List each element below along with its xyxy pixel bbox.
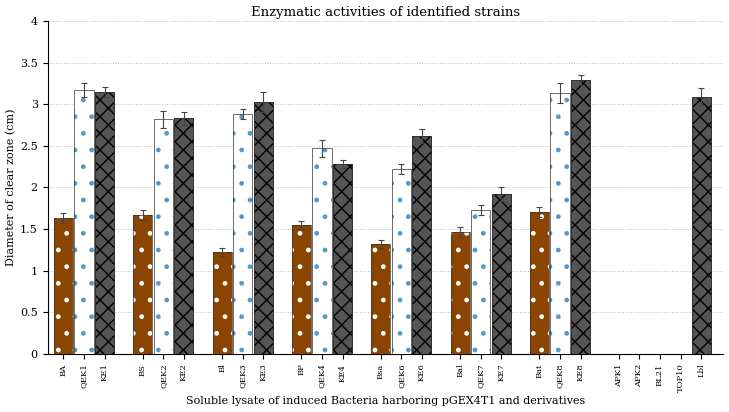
Bar <box>692 97 711 354</box>
Bar <box>213 252 232 354</box>
Bar <box>451 232 469 354</box>
Bar <box>530 213 549 354</box>
Bar <box>54 218 73 354</box>
Bar <box>233 114 252 354</box>
Y-axis label: Diameter of clear zone (cm): Diameter of clear zone (cm) <box>6 109 16 266</box>
Bar <box>233 114 252 354</box>
Bar <box>492 194 511 354</box>
Bar <box>333 164 352 354</box>
Bar <box>571 80 590 354</box>
Bar <box>550 94 569 354</box>
Bar <box>213 252 232 354</box>
Bar <box>174 118 193 354</box>
Bar <box>371 244 390 354</box>
Bar <box>692 97 711 354</box>
Title: Enzymatic activities of identified strains: Enzymatic activities of identified strai… <box>251 5 520 19</box>
Bar <box>451 232 469 354</box>
Bar <box>133 215 152 354</box>
Bar <box>174 118 193 354</box>
Bar <box>413 136 432 354</box>
Bar <box>95 92 114 354</box>
Bar <box>154 119 173 354</box>
Bar <box>371 244 390 354</box>
Bar <box>74 90 93 354</box>
Bar <box>391 169 411 354</box>
Bar <box>74 90 93 354</box>
Bar <box>391 169 411 354</box>
Bar <box>471 210 490 354</box>
Bar <box>571 80 590 354</box>
Bar <box>492 194 511 354</box>
X-axis label: Soluble lysate of induced Bacteria harboring pGEX4T1 and derivatives: Soluble lysate of induced Bacteria harbo… <box>186 396 585 407</box>
Bar <box>133 215 152 354</box>
Bar <box>292 225 311 354</box>
Bar <box>254 102 273 354</box>
Bar <box>471 210 490 354</box>
Bar <box>413 136 432 354</box>
Bar <box>313 148 332 354</box>
Bar <box>95 92 114 354</box>
Bar <box>550 94 569 354</box>
Bar <box>292 225 311 354</box>
Bar <box>313 148 332 354</box>
Bar <box>154 119 173 354</box>
Bar <box>254 102 273 354</box>
Bar <box>333 164 352 354</box>
Bar <box>530 213 549 354</box>
Bar <box>54 218 73 354</box>
